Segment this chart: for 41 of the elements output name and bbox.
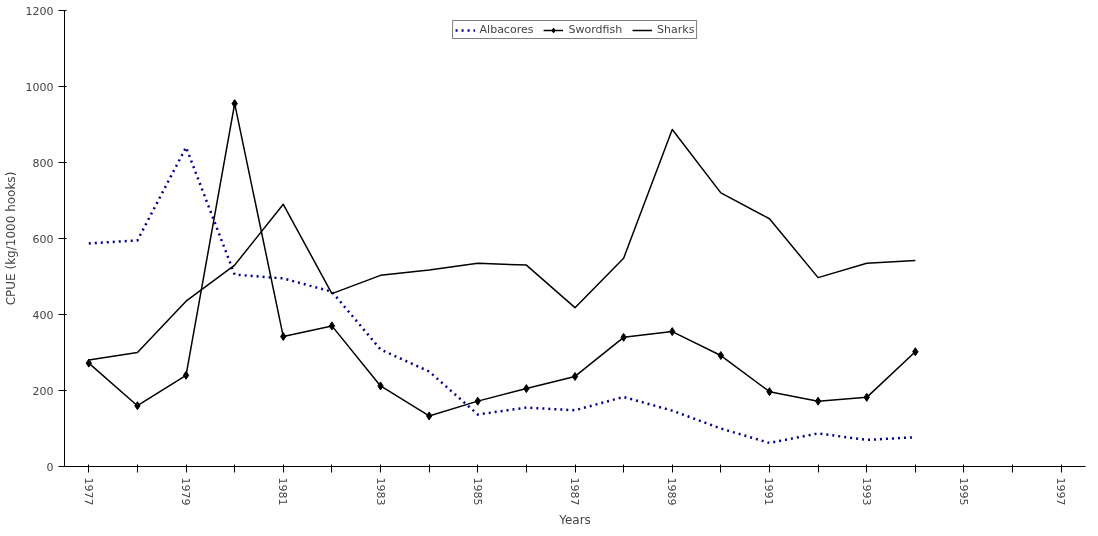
y-tick-label: 400	[32, 308, 54, 322]
x-tick-label: 1977	[81, 477, 95, 506]
point	[912, 347, 919, 357]
y-tick-label: 1000	[25, 80, 54, 94]
x-tick-label: 1993	[859, 477, 873, 506]
point	[474, 396, 481, 406]
y-axis-title: CPUE (kg/1000 hooks)	[3, 171, 18, 306]
point	[231, 99, 238, 109]
point	[85, 358, 92, 368]
point	[814, 396, 822, 406]
legend-label: Albacores	[479, 23, 534, 36]
point	[717, 351, 725, 361]
point	[328, 321, 336, 331]
x-tick-label: 1985	[470, 477, 484, 506]
x-tick-label: 1981	[276, 477, 290, 506]
x-tick-label: 1997	[1054, 477, 1068, 506]
point	[280, 332, 287, 342]
x-tick-label: 1979	[179, 477, 193, 506]
point	[134, 401, 141, 411]
y-tick-label: 600	[32, 232, 54, 246]
point	[620, 332, 627, 342]
point	[377, 381, 384, 391]
x-axis-title: Years	[558, 513, 591, 528]
x-tick-label: 1991	[762, 477, 776, 506]
point	[863, 392, 870, 402]
legend-label: Swordfish	[568, 23, 623, 36]
legend-label: Sharks	[657, 23, 695, 36]
y-tick-label: 1200	[25, 4, 54, 18]
y-tick-label: 200	[32, 384, 54, 398]
point	[523, 384, 530, 394]
x-tick-label: 1983	[373, 477, 387, 506]
y-tick-label: 800	[32, 156, 54, 170]
x-tick-label: 1987	[568, 477, 581, 506]
point	[766, 387, 773, 397]
point	[669, 327, 676, 337]
point	[571, 371, 579, 381]
point	[182, 370, 190, 380]
x-tick-label: 1989	[665, 477, 679, 506]
y-tick-label: 0	[46, 460, 54, 474]
point	[425, 411, 433, 421]
x-tick-label: 1995	[956, 477, 970, 506]
